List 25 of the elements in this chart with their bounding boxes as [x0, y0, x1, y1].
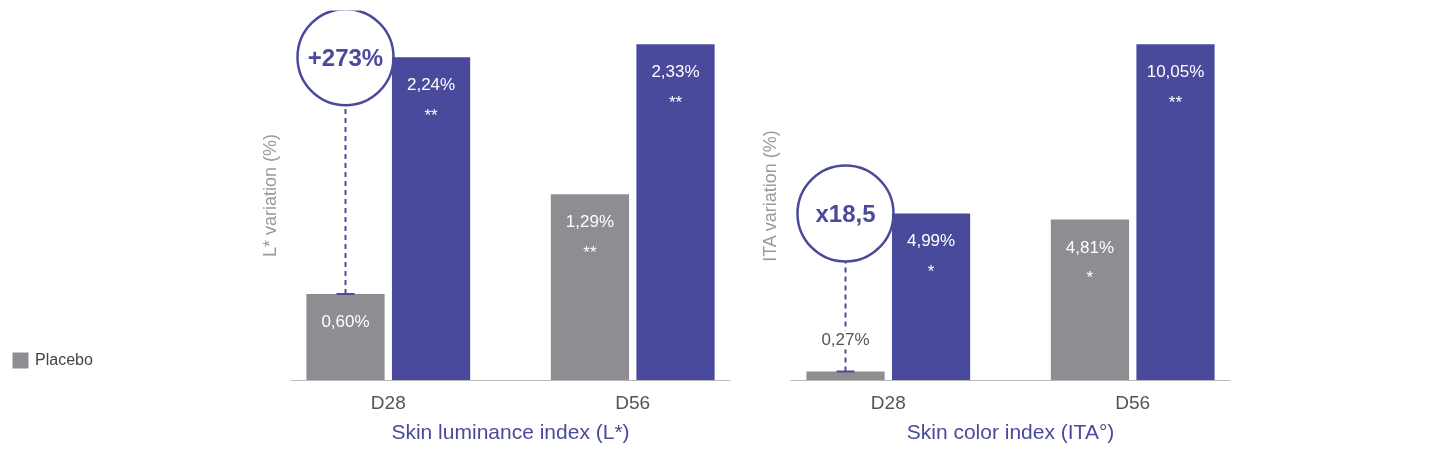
data-label: 10,05% ** [1146, 62, 1205, 112]
x-axis-title: Skin luminance index (L*) [391, 419, 630, 443]
bar [1050, 219, 1130, 381]
y-axis-title: L* variation (%) [259, 133, 280, 258]
data-label: 4,81% * [1065, 237, 1115, 287]
bar [636, 44, 715, 381]
x-tick-label: D28 [370, 391, 406, 413]
data-label: 0,60% [321, 311, 370, 331]
x-tick-label: D56 [615, 391, 651, 413]
x-tick-label: D28 [870, 391, 906, 413]
x-tick-label: D56 [1115, 391, 1151, 413]
data-label: 0,27% [821, 330, 870, 350]
bar [550, 194, 630, 381]
legend-label: Placebo [35, 351, 93, 369]
annotation: +273% [307, 43, 384, 71]
annotation: x18,5 [815, 199, 876, 227]
data-label: 2,24% ** [406, 75, 456, 125]
data-label: 4,99% * [906, 231, 956, 281]
bar [306, 293, 385, 381]
bar [806, 371, 885, 381]
data-label: 1,29% ** [565, 212, 615, 262]
bar [1136, 44, 1215, 381]
y-axis-title: ITA variation (%) [759, 130, 780, 262]
data-label: 2,33% ** [651, 62, 700, 112]
x-axis-title: Skin color index (ITA°) [906, 419, 1115, 443]
